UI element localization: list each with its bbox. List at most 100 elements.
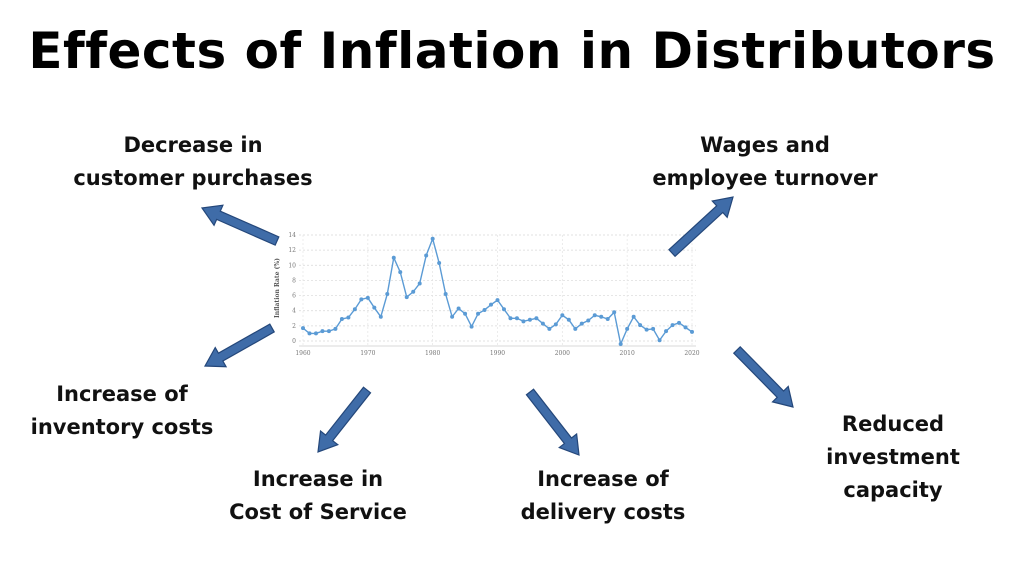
data-point bbox=[644, 327, 649, 332]
data-point bbox=[625, 326, 630, 331]
data-point bbox=[430, 236, 435, 241]
x-tick-label: 2000 bbox=[555, 350, 570, 357]
effect-decrease-purchases: Decrease in customer purchases bbox=[73, 129, 312, 195]
data-point bbox=[469, 324, 474, 329]
data-point bbox=[339, 317, 344, 322]
arrow-icon bbox=[203, 323, 276, 368]
effect-line: investment bbox=[826, 445, 960, 469]
data-point bbox=[521, 319, 526, 324]
data-point bbox=[657, 338, 662, 343]
effect-line: customer purchases bbox=[73, 166, 313, 190]
x-tick-label: 2020 bbox=[684, 350, 699, 357]
data-point bbox=[313, 331, 318, 336]
data-point bbox=[579, 321, 584, 326]
data-point bbox=[456, 306, 461, 311]
data-point bbox=[631, 314, 636, 319]
effect-line: Increase of bbox=[56, 382, 188, 406]
data-point bbox=[424, 253, 429, 258]
y-tick-label: 0 bbox=[292, 338, 296, 345]
effect-delivery-costs: Increase of delivery costs bbox=[521, 463, 686, 529]
data-point bbox=[398, 270, 403, 275]
data-point bbox=[664, 329, 669, 334]
data-point bbox=[560, 313, 565, 318]
x-tick-label: 1970 bbox=[360, 350, 375, 357]
arrow-icon bbox=[525, 388, 580, 456]
data-point bbox=[489, 302, 494, 307]
data-point bbox=[482, 307, 487, 312]
effect-line: delivery costs bbox=[520, 500, 686, 524]
arrows bbox=[200, 196, 794, 456]
data-point bbox=[437, 261, 442, 266]
effect-line: capacity bbox=[843, 478, 943, 502]
effect-line: Increase of bbox=[537, 467, 669, 491]
data-point bbox=[527, 317, 532, 322]
x-tick-label: 1990 bbox=[490, 350, 505, 357]
data-point bbox=[690, 329, 694, 334]
data-point bbox=[670, 323, 675, 328]
y-tick-label: 8 bbox=[292, 277, 296, 284]
data-point bbox=[365, 295, 370, 300]
data-point bbox=[417, 281, 422, 286]
data-point bbox=[307, 331, 312, 336]
data-point bbox=[411, 289, 416, 294]
data-point bbox=[612, 310, 617, 315]
y-tick-label: 12 bbox=[288, 247, 296, 254]
effect-line: Decrease in bbox=[123, 133, 263, 157]
data-point bbox=[547, 326, 552, 331]
data-point bbox=[495, 298, 500, 303]
data-point bbox=[450, 314, 455, 319]
data-point bbox=[501, 307, 506, 312]
data-point bbox=[385, 292, 390, 297]
effect-line: employee turnover bbox=[652, 166, 878, 190]
data-point bbox=[514, 316, 519, 321]
data-point bbox=[463, 311, 468, 316]
arrow-icon bbox=[732, 345, 794, 408]
x-tick-label: 1980 bbox=[425, 350, 440, 357]
y-tick-label: 4 bbox=[292, 308, 296, 315]
y-tick-label: 14 bbox=[288, 232, 296, 239]
data-point bbox=[359, 297, 364, 302]
data-point bbox=[599, 314, 604, 319]
y-axis-label: Inflation Rate (%) bbox=[274, 258, 281, 318]
data-point bbox=[566, 317, 571, 322]
effect-line: Cost of Service bbox=[229, 500, 407, 524]
data-point bbox=[592, 313, 597, 318]
data-point bbox=[372, 305, 377, 310]
arrow-icon bbox=[317, 386, 372, 453]
effect-line: inventory costs bbox=[30, 415, 214, 439]
x-tick-label: 1960 bbox=[295, 350, 310, 357]
effect-wages-turnover: Wages and employee turnover bbox=[652, 129, 877, 195]
data-point bbox=[618, 342, 623, 347]
data-point bbox=[605, 317, 610, 322]
data-point bbox=[638, 323, 643, 328]
effect-reduced-investment: Reduced investment capacity bbox=[826, 408, 960, 507]
arrow-icon bbox=[200, 204, 280, 246]
data-point bbox=[683, 325, 688, 330]
data-point bbox=[326, 329, 331, 334]
data-point bbox=[301, 326, 305, 331]
y-tick-label: 6 bbox=[292, 293, 296, 300]
data-point bbox=[573, 326, 578, 331]
data-point bbox=[404, 295, 409, 300]
data-point bbox=[443, 292, 448, 297]
data-point bbox=[586, 318, 591, 323]
data-point bbox=[346, 315, 351, 320]
inflation-line-chart: 0 2 4 6 8 10 12 14 1960 1970 1980 1990 2000 2010 2020 I… bbox=[274, 232, 700, 357]
data-point bbox=[553, 322, 558, 327]
data-point bbox=[378, 314, 383, 319]
x-tick-label: 2010 bbox=[620, 350, 635, 357]
data-point bbox=[651, 326, 656, 331]
data-point bbox=[352, 307, 357, 312]
effect-line: Reduced bbox=[841, 412, 945, 436]
y-tick-label: 2 bbox=[292, 323, 296, 330]
data-point bbox=[540, 321, 545, 326]
data-point bbox=[534, 316, 539, 321]
effect-cost-of-service: Increase in Cost of Service bbox=[229, 463, 407, 529]
arrow-icon bbox=[668, 196, 734, 258]
data-point bbox=[391, 255, 396, 260]
data-point bbox=[677, 320, 682, 325]
data-point bbox=[508, 316, 513, 321]
data-point bbox=[320, 329, 325, 334]
